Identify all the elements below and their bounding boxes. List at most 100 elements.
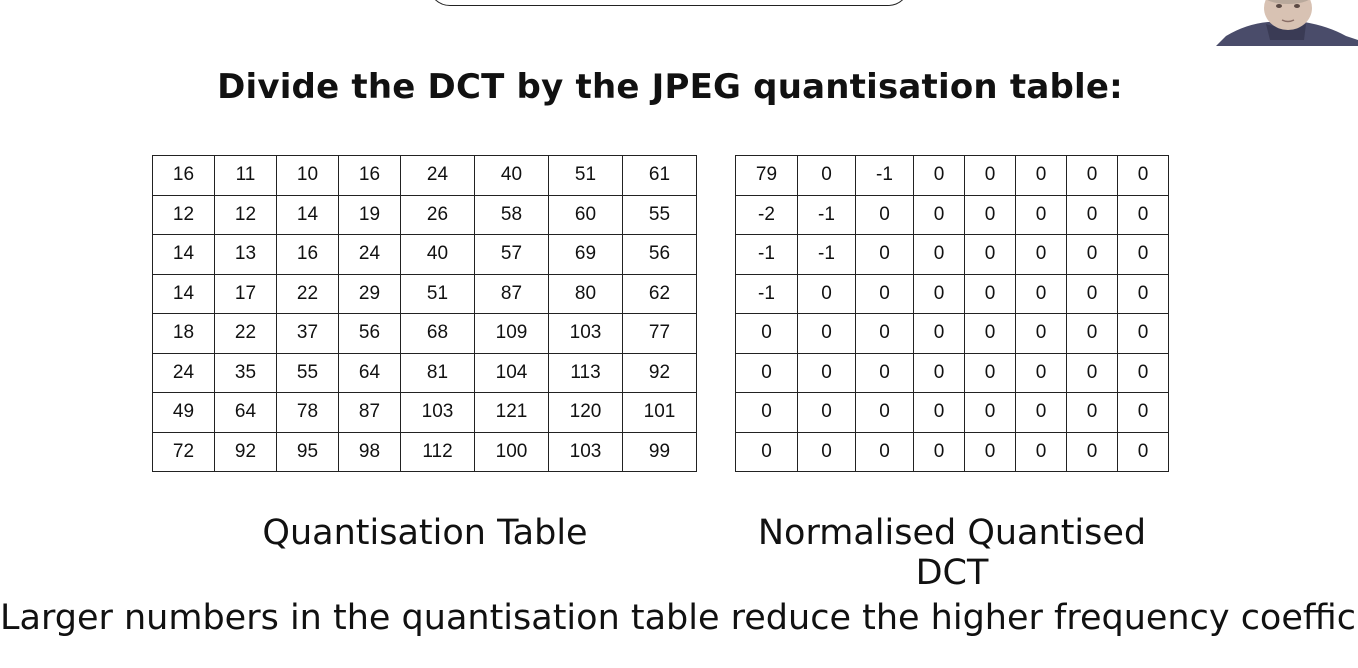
table-cell: -1 xyxy=(797,194,856,235)
table-cell: 19 xyxy=(338,194,401,235)
table-cell: -1 xyxy=(797,234,856,275)
table-cell: 60 xyxy=(548,194,623,235)
table-row: 49 64 78 87 103 121 120 101 xyxy=(152,392,697,433)
table-cell: 62 xyxy=(622,273,697,314)
table-cell: 0 xyxy=(1117,431,1169,472)
table-cell: 64 xyxy=(214,392,277,433)
table-cell: 29 xyxy=(338,273,401,314)
table-cell: 0 xyxy=(913,273,965,314)
table-cell: 0 xyxy=(1066,313,1118,354)
table-cell: 0 xyxy=(964,313,1016,354)
table-cell: 0 xyxy=(913,155,965,196)
table-cell: 0 xyxy=(913,234,965,275)
table-cell: 0 xyxy=(913,352,965,393)
table-cell: 0 xyxy=(1066,392,1118,433)
table-cell: 0 xyxy=(735,352,798,393)
table-cell: 16 xyxy=(152,155,215,196)
table-cell: 12 xyxy=(152,194,215,235)
table-cell: 57 xyxy=(474,234,549,275)
table-cell: 0 xyxy=(1117,392,1169,433)
table-row: 14 13 16 24 40 57 69 56 xyxy=(152,234,697,275)
slide-footer-note: Larger numbers in the quantisation table… xyxy=(0,598,1358,638)
table-cell: 64 xyxy=(338,352,401,393)
table-cell: 79 xyxy=(735,155,798,196)
table-cell: 0 xyxy=(797,273,856,314)
table-cell: 0 xyxy=(735,431,798,472)
table-cell: 51 xyxy=(548,155,623,196)
table-cell: 0 xyxy=(855,392,914,433)
table-cell: 16 xyxy=(338,155,401,196)
table-cell: 77 xyxy=(622,313,697,354)
table-cell: 22 xyxy=(276,273,339,314)
table-cell: 69 xyxy=(548,234,623,275)
table-row: -2 -1 0 0 0 0 0 0 xyxy=(735,194,1169,235)
table-cell: 0 xyxy=(1117,234,1169,275)
table-cell: 0 xyxy=(1117,155,1169,196)
slide-title: Divide the DCT by the JPEG quantisation … xyxy=(217,67,1123,107)
table-cell: 40 xyxy=(400,234,475,275)
table-cell: 14 xyxy=(152,234,215,275)
table-cell: 0 xyxy=(913,194,965,235)
table-row: 18 22 37 56 68 109 103 77 xyxy=(152,313,697,354)
table-row: 72 92 95 98 112 100 103 99 xyxy=(152,431,697,472)
table-row: -1 -1 0 0 0 0 0 0 xyxy=(735,234,1169,275)
table-cell: 0 xyxy=(913,392,965,433)
presenter-webcam-image xyxy=(1216,0,1358,46)
table-cell: 0 xyxy=(1066,273,1118,314)
table-cell: 92 xyxy=(214,431,277,472)
table-cell: 98 xyxy=(338,431,401,472)
table-cell: 0 xyxy=(1066,155,1118,196)
table-cell: 0 xyxy=(855,234,914,275)
table-cell: 0 xyxy=(1117,194,1169,235)
table-cell: 0 xyxy=(797,392,856,433)
table-cell: 68 xyxy=(400,313,475,354)
table-cell: 121 xyxy=(474,392,549,433)
table-cell: 0 xyxy=(1066,194,1118,235)
normalised-quantised-dct-table: 79 0 -1 0 0 0 0 0 -2 -1 0 0 0 0 0 0 -1 -1 0 0 0 0 0 0 -1 0 0 0 0 0 0 0 0… xyxy=(735,155,1169,472)
table-cell: 13 xyxy=(214,234,277,275)
table-cell: 0 xyxy=(855,431,914,472)
table-cell: 0 xyxy=(1015,194,1067,235)
table-cell: 0 xyxy=(855,194,914,235)
table-cell: 10 xyxy=(276,155,339,196)
table-cell: 0 xyxy=(1015,431,1067,472)
table-cell: 0 xyxy=(964,352,1016,393)
table-cell: 26 xyxy=(400,194,475,235)
table-cell: 100 xyxy=(474,431,549,472)
table-cell: 18 xyxy=(152,313,215,354)
quantisation-table: 16 11 10 16 24 40 51 61 12 12 14 19 26 58 60 55 14 13 16 24… xyxy=(152,155,697,472)
table-cell: 17 xyxy=(214,273,277,314)
table-cell: 37 xyxy=(276,313,339,354)
table-cell: -1 xyxy=(735,234,798,275)
table-cell: 103 xyxy=(400,392,475,433)
table-cell: 0 xyxy=(964,234,1016,275)
table-cell: 24 xyxy=(400,155,475,196)
table-cell: 120 xyxy=(548,392,623,433)
table-cell: 0 xyxy=(1015,392,1067,433)
table-cell: 0 xyxy=(855,352,914,393)
top-frame-decoration xyxy=(428,0,910,6)
table-cell: 0 xyxy=(797,352,856,393)
table-cell: 51 xyxy=(400,273,475,314)
table-cell: 14 xyxy=(276,194,339,235)
table-cell: 0 xyxy=(964,392,1016,433)
table-cell: 49 xyxy=(152,392,215,433)
table-cell: 61 xyxy=(622,155,697,196)
table-cell: 22 xyxy=(214,313,277,354)
table-cell: 56 xyxy=(622,234,697,275)
table-cell: 0 xyxy=(1015,234,1067,275)
table-cell: 55 xyxy=(622,194,697,235)
table-cell: 72 xyxy=(152,431,215,472)
table-cell: 0 xyxy=(797,313,856,354)
table-cell: 24 xyxy=(338,234,401,275)
table-cell: 81 xyxy=(400,352,475,393)
table-cell: 0 xyxy=(1015,155,1067,196)
table-cell: 0 xyxy=(913,313,965,354)
table-cell: 16 xyxy=(276,234,339,275)
table-cell: 101 xyxy=(622,392,697,433)
table-cell: 87 xyxy=(338,392,401,433)
table-cell: 0 xyxy=(735,392,798,433)
table-cell: 104 xyxy=(474,352,549,393)
table-cell: 0 xyxy=(1117,313,1169,354)
